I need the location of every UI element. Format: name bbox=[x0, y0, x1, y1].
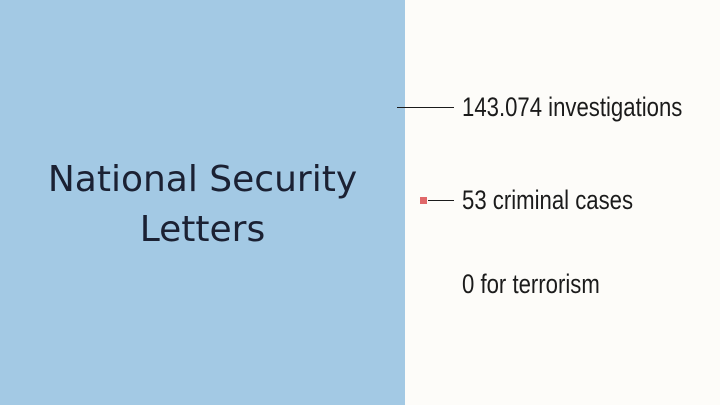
title-line-1: National Security bbox=[47, 159, 358, 200]
title-panel: National Security Letters bbox=[0, 0, 405, 405]
marker-square bbox=[420, 197, 427, 204]
connector-line-investigations bbox=[397, 107, 454, 108]
slide-title: National Security Letters bbox=[0, 155, 405, 255]
stat-investigations: 143.074 investigations bbox=[462, 92, 683, 122]
stat-criminal-cases: 53 criminal cases bbox=[462, 185, 634, 215]
connector-line-criminal-cases bbox=[428, 200, 454, 201]
title-line-2: Letters bbox=[139, 209, 266, 250]
stat-terrorism: 0 for terrorism bbox=[462, 269, 600, 299]
